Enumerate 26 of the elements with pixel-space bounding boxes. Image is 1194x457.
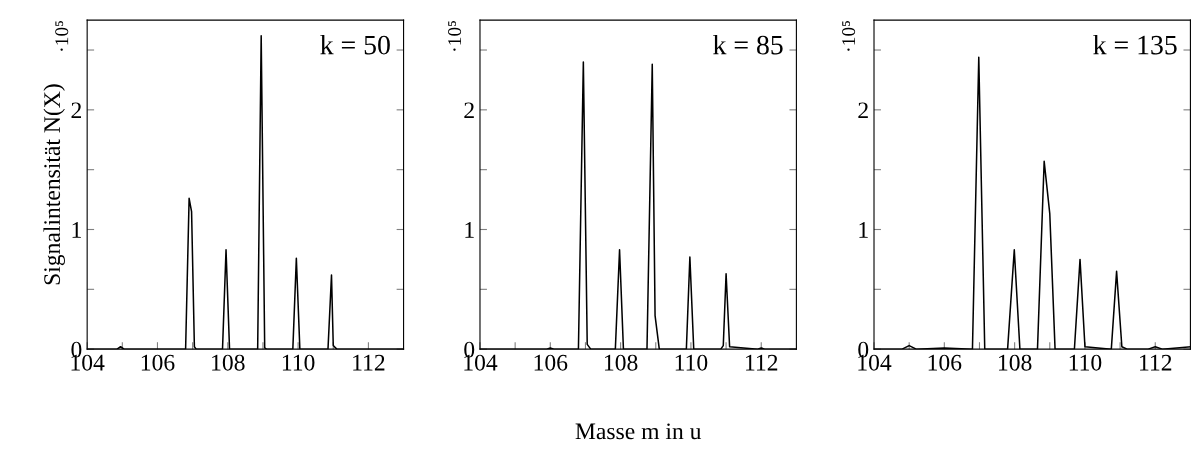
text: ·10⁵ (448, 21, 462, 51)
annotation: k = 135 (1093, 34, 1177, 55)
x-tick-label: 112 (1140, 354, 1172, 371)
y-tick-label: 1 (72, 222, 81, 238)
annotation: k = 50 (320, 34, 390, 55)
x-tick-label: 106 (141, 354, 175, 371)
text: ·10⁵ (55, 21, 69, 51)
y-tick-label: 2 (71, 102, 81, 119)
x-tick-label: 106 (534, 354, 568, 371)
text: ·10⁵ (842, 21, 856, 51)
x-tick-label: 108 (999, 354, 1032, 371)
y-axis-title: Signalintensität N(X) (43, 84, 65, 285)
x-tick-label: 110 (282, 354, 315, 371)
x-tick-label: 110 (1069, 354, 1102, 371)
x-tick-label: 112 (746, 354, 778, 371)
x-tick-label: 106 (928, 354, 962, 371)
y-tick-label: 2 (858, 102, 868, 119)
annotation: k = 85 (713, 34, 783, 55)
x-tick-label: 108 (212, 354, 245, 371)
x-axis-title: Masse m in u (575, 423, 702, 440)
x-tick-label: 108 (604, 354, 638, 371)
y-tick-label: 1 (465, 222, 474, 238)
x-tick-label: 112 (353, 354, 385, 371)
y-tick-label: 2 (464, 102, 474, 119)
x-tick-label: 110 (675, 354, 708, 371)
y-tick-label: 1 (859, 222, 868, 238)
